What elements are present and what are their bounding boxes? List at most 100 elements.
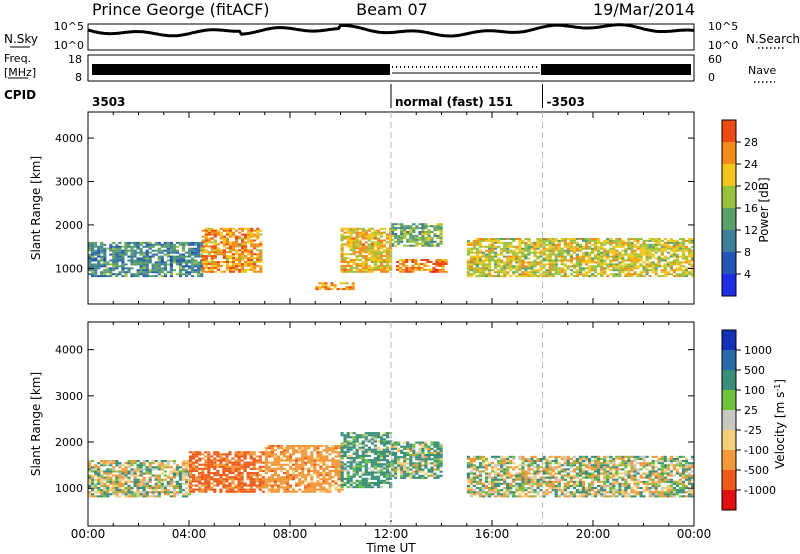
echo-cell <box>415 472 419 475</box>
echo-cell <box>439 458 443 461</box>
colorbar-tick-label: 4 <box>744 268 751 281</box>
echo-cell <box>250 257 254 260</box>
echo-cell <box>267 461 271 464</box>
echo-cell <box>478 255 483 258</box>
echo-cell <box>88 247 92 250</box>
echo-cell <box>472 269 476 272</box>
echo-cell <box>91 484 95 487</box>
echo-cell <box>210 488 214 491</box>
echo-cell <box>618 238 622 240</box>
echo-cell <box>566 464 570 467</box>
colorbar-tick-label: 28 <box>744 136 758 149</box>
echo-cell <box>494 267 498 270</box>
echo-cell <box>88 470 92 473</box>
echo-cell <box>581 267 586 270</box>
echo-cell <box>231 263 236 265</box>
echo-cell <box>512 466 516 469</box>
echo-cell <box>195 461 199 464</box>
echo-cell <box>210 261 214 263</box>
echo-cell <box>478 495 483 498</box>
echo-cell <box>509 487 513 490</box>
echo-cell <box>672 239 676 242</box>
echo-cell <box>273 469 277 472</box>
echo-cell <box>624 267 628 270</box>
echo-cell <box>130 491 134 494</box>
echo-cell <box>481 462 486 465</box>
echo-cell <box>581 255 586 258</box>
echo-cell <box>630 255 634 258</box>
echo-cell <box>557 470 561 473</box>
echo-cell <box>130 245 134 248</box>
echo-cell <box>494 271 498 274</box>
echo-cell <box>261 490 265 493</box>
echo-cell <box>304 461 308 464</box>
echo-cell <box>109 464 113 467</box>
echo-cell <box>403 445 407 448</box>
echo-cell <box>198 478 202 481</box>
echo-cell <box>188 271 192 274</box>
echo-cell <box>145 487 149 490</box>
echo-cell <box>115 487 119 490</box>
echo-cell <box>319 459 323 462</box>
echo-cell <box>103 495 107 498</box>
echo-cell <box>575 269 579 272</box>
echo-cell <box>657 263 661 266</box>
echo-cell <box>433 454 437 457</box>
echo-cell <box>348 286 352 289</box>
echo-cell <box>112 245 116 248</box>
echo-cell <box>172 259 176 262</box>
echo-cell <box>636 245 640 248</box>
echo-cell <box>204 255 208 258</box>
echo-cell <box>207 488 211 491</box>
echo-cell <box>569 259 573 262</box>
echo-cell <box>201 257 205 260</box>
echo-cell <box>657 261 661 264</box>
echo-cell <box>189 455 193 458</box>
echo-cell <box>466 251 470 254</box>
echo-cell <box>210 227 214 230</box>
echo-cell <box>433 460 437 463</box>
echo-cell <box>400 468 404 471</box>
echo-cell <box>252 463 256 466</box>
echo-cell <box>539 460 543 463</box>
echo-cell <box>192 451 196 454</box>
echo-cell <box>136 273 140 276</box>
echo-cell <box>400 456 404 459</box>
echo-cell <box>370 247 374 250</box>
echo-cell <box>530 271 534 274</box>
echo-cell <box>334 465 338 468</box>
echo-cell <box>506 247 510 250</box>
echo-cell <box>524 480 528 483</box>
echo-cell <box>391 451 395 454</box>
echo-cell <box>136 484 140 487</box>
echo-cell <box>478 493 483 496</box>
echo-cell <box>518 239 522 242</box>
echo-cell <box>160 484 164 487</box>
echo-cell <box>253 263 257 265</box>
echo-cell <box>500 468 504 471</box>
echo-cell <box>282 488 287 491</box>
echo-cell <box>420 268 424 271</box>
echo-cell <box>542 247 546 250</box>
echo-cell <box>334 488 338 491</box>
echo-cell <box>270 447 274 450</box>
echo-cell <box>426 264 430 267</box>
echo-cell <box>654 271 658 274</box>
echo-cell <box>352 442 356 445</box>
echo-cell <box>304 445 308 448</box>
echo-cell <box>545 269 549 272</box>
echo-cell <box>630 253 634 256</box>
echo-cell <box>267 453 271 456</box>
echo-cell <box>337 467 341 470</box>
echo-cell <box>279 447 284 450</box>
echo-cell <box>241 270 245 273</box>
echo-cell <box>472 241 476 244</box>
echo-cell <box>112 247 116 250</box>
echo-cell <box>231 259 236 261</box>
echo-cell <box>424 231 428 233</box>
echo-cell <box>88 464 92 467</box>
echo-cell <box>127 249 131 252</box>
echo-cell <box>494 241 498 244</box>
echo-cell <box>175 259 180 262</box>
echo-cell <box>264 484 268 487</box>
